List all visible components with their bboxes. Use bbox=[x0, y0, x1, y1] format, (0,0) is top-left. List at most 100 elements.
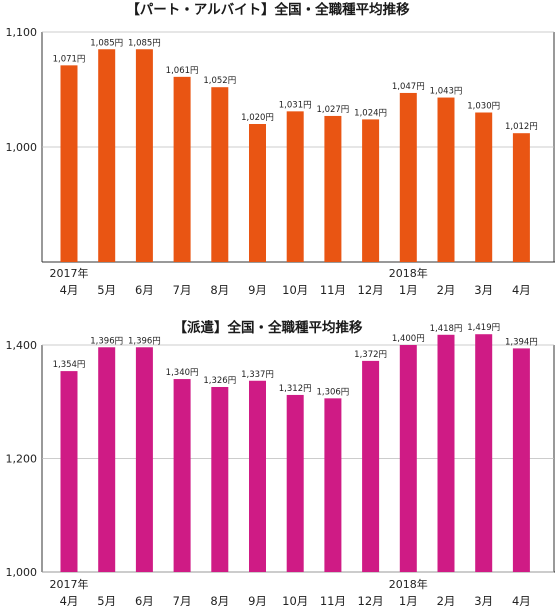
data-label: 1,418円 bbox=[430, 324, 463, 334]
x-tick-label: 11月 bbox=[320, 594, 346, 608]
x-tick-label: 7月 bbox=[173, 283, 192, 297]
data-label: 1,030円 bbox=[467, 102, 500, 112]
bar bbox=[362, 360, 380, 572]
y-tick-labels: 1,000 1,100 bbox=[6, 26, 38, 154]
x-tick-label: 2月 bbox=[437, 283, 456, 297]
x-tick-label: 6月 bbox=[135, 283, 154, 297]
x-tick-label: 4月 bbox=[60, 594, 79, 608]
y-tick-labels: 1,000 1,200 1,400 bbox=[6, 339, 38, 579]
bar bbox=[249, 380, 266, 572]
data-label: 1,061円 bbox=[166, 66, 199, 76]
bar bbox=[173, 379, 191, 572]
bar bbox=[362, 119, 380, 263]
bar bbox=[475, 112, 493, 262]
bar bbox=[249, 124, 266, 262]
bar bbox=[286, 111, 304, 262]
bar bbox=[60, 371, 78, 572]
data-label: 1,372円 bbox=[354, 350, 387, 360]
bar bbox=[211, 386, 229, 572]
bar bbox=[98, 49, 116, 262]
data-label: 1,071円 bbox=[53, 54, 86, 64]
bar bbox=[60, 65, 78, 262]
year-label: 2018年 bbox=[389, 577, 428, 591]
data-label: 1,394円 bbox=[505, 337, 538, 347]
bar bbox=[135, 49, 153, 262]
data-label: 1,419円 bbox=[467, 323, 500, 333]
data-labels: 1,071円 1,085円 1,085円 1,061円 1,052円 1,020円 1,03… bbox=[53, 38, 538, 132]
x-tick-label: 11月 bbox=[320, 283, 346, 297]
data-label: 1,396円 bbox=[128, 336, 161, 346]
year-label: 2017年 bbox=[50, 266, 89, 280]
x-tick-label: 8月 bbox=[210, 283, 229, 297]
bar bbox=[173, 76, 191, 262]
x-tick-label: 10月 bbox=[282, 283, 308, 297]
data-label: 1,043円 bbox=[430, 87, 463, 97]
bar bbox=[135, 347, 153, 572]
bar bbox=[437, 97, 455, 262]
x-tick-label: 12月 bbox=[358, 283, 384, 297]
y-tick-label: 1,000 bbox=[6, 141, 38, 154]
x-tick-label: 9月 bbox=[248, 594, 267, 608]
x-tick-label: 1月 bbox=[399, 594, 418, 608]
bars bbox=[60, 334, 530, 572]
bar bbox=[211, 87, 229, 262]
year-labels: 2017年 2018年 bbox=[50, 266, 428, 280]
chart-title: 【派遣】全国・全職種平均推移 bbox=[174, 319, 363, 336]
x-tick-label: 4月 bbox=[512, 283, 531, 297]
bars bbox=[60, 49, 530, 263]
year-label: 2018年 bbox=[389, 266, 428, 280]
data-label: 1,326円 bbox=[203, 376, 236, 386]
x-tick-labels: 4月 5月 6月 7月 8月 9月 10月 11月 12月 1月 2月 3月 4月 bbox=[60, 594, 531, 608]
bar bbox=[512, 133, 530, 262]
bar bbox=[286, 394, 304, 572]
data-label: 1,312円 bbox=[279, 384, 312, 394]
x-tick-label: 6月 bbox=[135, 594, 154, 608]
x-tick-label: 4月 bbox=[60, 283, 79, 297]
x-tick-labels: 4月 5月 6月 7月 8月 9月 10月 11月 12月 1月 2月 3月 4月 bbox=[60, 283, 531, 297]
bar bbox=[399, 345, 417, 572]
data-label: 1,306円 bbox=[316, 387, 349, 397]
data-label: 1,031円 bbox=[279, 100, 312, 110]
data-label: 1,027円 bbox=[316, 105, 349, 115]
chart-title: 【パート・アルバイト】全国・全職種平均推移 bbox=[126, 1, 410, 18]
data-label: 1,020円 bbox=[241, 113, 274, 123]
data-label: 1,400円 bbox=[392, 334, 425, 344]
bar bbox=[475, 334, 493, 572]
x-tick-label: 4月 bbox=[512, 594, 531, 608]
x-tick-label: 3月 bbox=[474, 283, 493, 297]
data-label: 1,012円 bbox=[505, 122, 538, 132]
data-label: 1,085円 bbox=[90, 38, 123, 48]
data-label: 1,052円 bbox=[203, 76, 236, 86]
year-label: 2017年 bbox=[50, 577, 89, 591]
bar bbox=[512, 348, 530, 572]
x-tick-label: 7月 bbox=[173, 594, 192, 608]
data-label: 1,047円 bbox=[392, 82, 425, 92]
x-tick-label: 5月 bbox=[97, 283, 116, 297]
data-label: 1,354円 bbox=[53, 360, 86, 370]
bar bbox=[324, 115, 342, 262]
x-tick-label: 8月 bbox=[210, 594, 229, 608]
y-tick-label: 1,400 bbox=[6, 339, 38, 352]
x-tick-label: 2月 bbox=[437, 594, 456, 608]
data-labels: 1,354円 1,396円 1,396円 1,340円 1,326円 1,337円 1,31… bbox=[53, 323, 538, 397]
x-tick-label: 5月 bbox=[97, 594, 116, 608]
y-tick-label: 1,100 bbox=[6, 26, 38, 39]
year-labels: 2017年 2018年 bbox=[50, 577, 428, 591]
x-tick-label: 12月 bbox=[358, 594, 384, 608]
data-label: 1,340円 bbox=[166, 368, 199, 378]
y-tick-label: 1,200 bbox=[6, 453, 38, 466]
x-tick-label: 9月 bbox=[248, 283, 267, 297]
bar bbox=[324, 398, 342, 572]
bar bbox=[98, 347, 116, 572]
x-tick-label: 1月 bbox=[399, 283, 418, 297]
part-time-wage-chart: 【パート・アルバイト】全国・全職種平均推移 1,000 1,100 1,071円 1… bbox=[6, 1, 555, 297]
bar bbox=[399, 92, 417, 262]
data-label: 1,396円 bbox=[90, 336, 123, 346]
x-tick-label: 10月 bbox=[282, 594, 308, 608]
data-label: 1,024円 bbox=[354, 108, 387, 118]
y-tick-label: 1,000 bbox=[6, 566, 38, 579]
data-label: 1,337円 bbox=[241, 370, 274, 380]
x-tick-label: 3月 bbox=[474, 594, 493, 608]
